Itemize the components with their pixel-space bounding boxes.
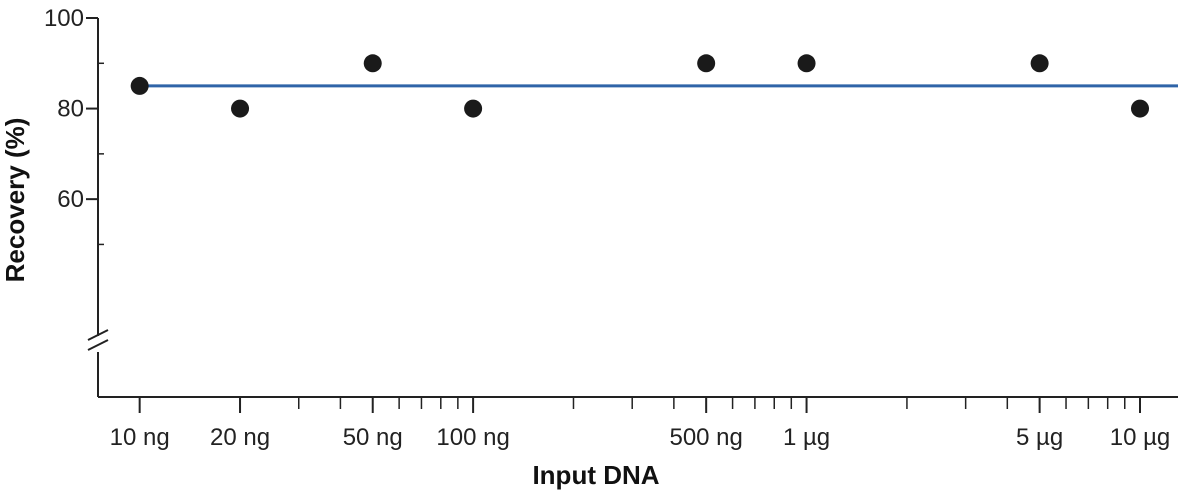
tick-marks [86,17,1142,413]
axis-break-mark [87,329,109,341]
data-point [130,76,149,95]
y-tick-label: 60 [57,186,84,213]
data-point [697,54,716,73]
x-tick-label: 10 µg [1110,424,1171,451]
y-tick-label: 100 [44,5,84,32]
data-point [797,54,816,73]
data-point [1030,54,1049,73]
y-tick-label: 80 [57,96,84,123]
y-axis-title: Recovery (%) [0,118,30,283]
axis-break-mark [87,339,109,351]
x-tick-label: 50 ng [343,424,403,451]
x-tick-label: 1 µg [783,424,830,451]
data-point [1131,99,1150,118]
data-point [231,99,250,118]
axes [87,18,1178,398]
x-tick-label: 500 ng [669,424,742,451]
x-tick-label: 10 ng [110,424,170,451]
x-axis-title: Input DNA [532,460,659,490]
tick-labels: 100 80 60 10 ng 20 ng 50 ng 100 ng 500 ng 1 µg 5 … [44,5,1170,451]
x-tick-label: 5 µg [1016,424,1063,451]
data-point [363,54,382,73]
data-points [130,54,1150,118]
x-tick-label: 20 ng [210,424,270,451]
data-point [464,99,483,118]
x-tick-label: 100 ng [436,424,509,451]
